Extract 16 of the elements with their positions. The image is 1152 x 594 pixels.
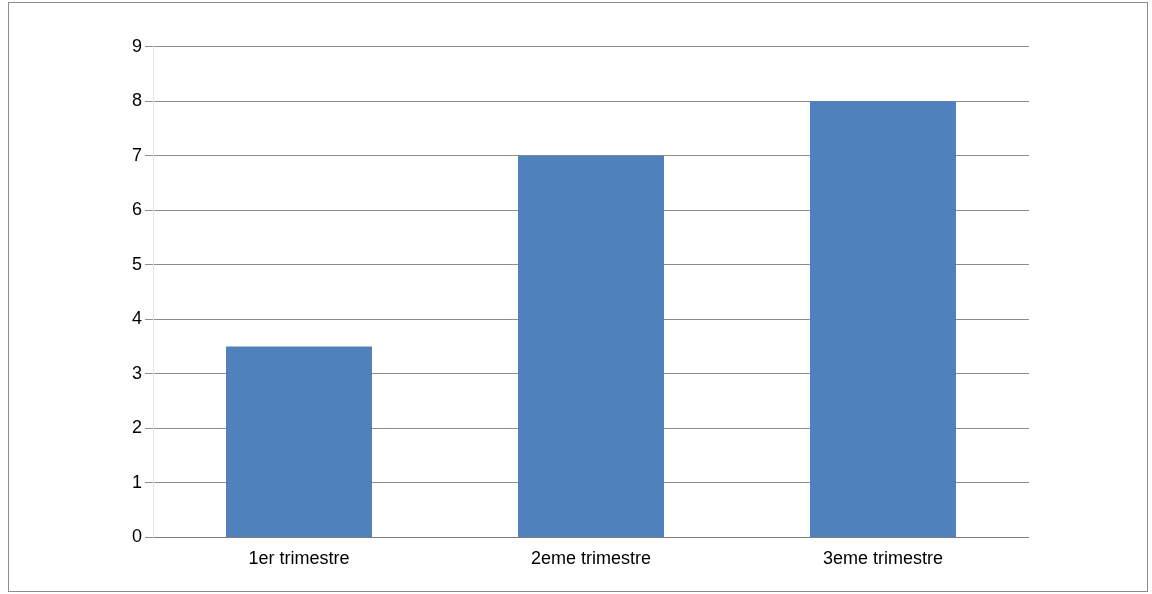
x-tick-label: 1er trimestre (248, 548, 350, 569)
y-tick-label: 6 (132, 199, 143, 220)
y-tick-label: 4 (132, 308, 143, 329)
x-tick-label: 3eme trimestre (822, 548, 944, 569)
y-tick-label: 3 (132, 362, 143, 383)
y-tick-label: 0 (132, 526, 143, 547)
x-tick-label: 2eme trimestre (530, 548, 652, 569)
bar (226, 346, 373, 537)
y-tick-label: 2 (132, 417, 143, 438)
bar (810, 101, 956, 537)
y-tick-label: 8 (132, 90, 143, 111)
y-tick-label: 7 (132, 144, 143, 165)
y-tick-label: 1 (132, 471, 143, 492)
y-tick-label: 5 (132, 253, 143, 274)
y-tick-label: 9 (132, 35, 143, 56)
bar (518, 155, 664, 537)
